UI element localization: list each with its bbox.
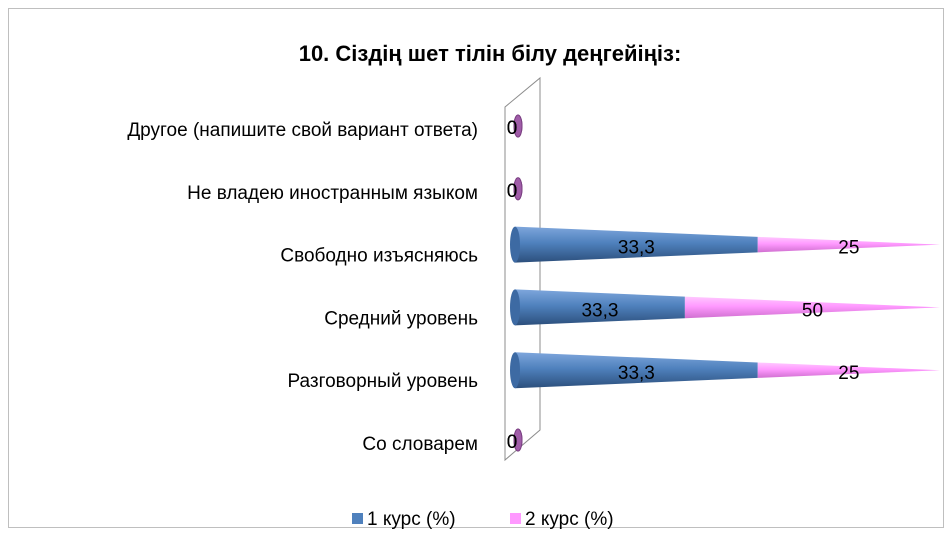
data-label: 0	[507, 181, 518, 202]
data-label: 33,3	[618, 238, 655, 259]
cone-base	[510, 352, 520, 389]
data-label: 0	[507, 432, 518, 453]
legend-label: 1 курс (%)	[367, 509, 456, 530]
zero-cone	[513, 428, 523, 452]
data-label: 0	[507, 118, 518, 139]
cone-segment	[515, 226, 758, 263]
cone-segment	[757, 362, 940, 378]
data-label: 33,3	[618, 363, 655, 384]
chart-title: 10. Сіздің шет тілін білу деңгейіңіз:	[299, 41, 682, 66]
legend-swatch	[352, 513, 363, 524]
category-label: Другое (напишите свой вариант ответа)	[127, 120, 478, 141]
data-label: 25	[838, 238, 859, 259]
category-label: Разговорный уровень	[287, 371, 478, 392]
category-label: Свободно изъясняюсь	[280, 246, 478, 267]
cone-segment	[684, 296, 940, 319]
data-label: 0	[507, 432, 518, 453]
cone-segment	[515, 352, 758, 389]
data-label: 0	[507, 118, 518, 139]
zero-cone	[513, 177, 523, 201]
cone-segment	[515, 289, 685, 326]
legend-swatch	[510, 513, 521, 524]
chart-border	[8, 8, 944, 528]
legend-label: 2 курс (%)	[525, 509, 614, 530]
category-label: Не владею иностранным языком	[187, 183, 478, 204]
data-label: 25	[838, 363, 859, 384]
zero-cone	[513, 114, 523, 138]
category-label: Средний уровень	[324, 308, 478, 329]
category-label: Со словарем	[362, 434, 478, 455]
cone-segment	[757, 236, 940, 253]
data-label: 33,3	[581, 300, 618, 321]
data-label: 50	[802, 300, 823, 321]
cone-base	[510, 226, 520, 263]
data-label: 0	[507, 181, 518, 202]
cone-base	[510, 289, 520, 326]
